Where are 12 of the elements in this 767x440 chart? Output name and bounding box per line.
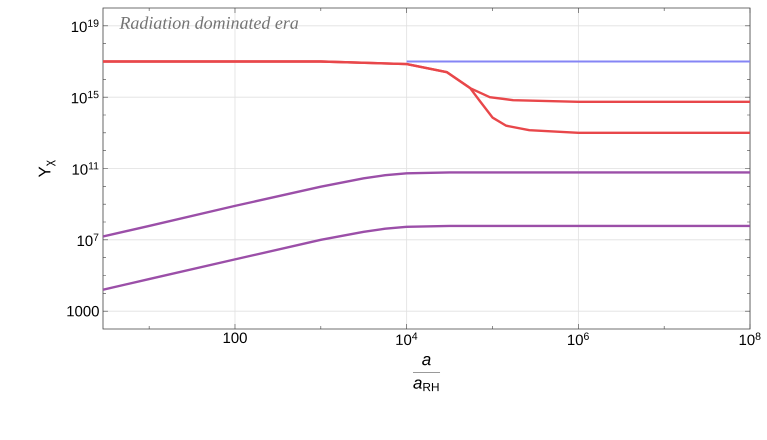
y-axis-title: Y$_{χ}$ — [38, 160, 56, 178]
x-tick-label: 100 — [224, 332, 247, 344]
y-tick-label: 10$^{11}$ — [72, 162, 98, 175]
x-tick-label: 10$^{4}$ — [396, 332, 418, 346]
x-tick-label: 10$^{6}$ — [568, 332, 589, 346]
x-axis-title: $\frac{\mathit{a}}{\mathit{a}_{\mathrm{RH}}}$ — [412, 356, 440, 392]
x-tick-label: 10$^{8}$ — [740, 332, 761, 346]
y-tick-label: 10$^{15}$ — [72, 90, 99, 104]
y-tick-label: 1000 — [67, 306, 99, 316]
y-tick-label: 10$^{19}$ — [72, 20, 98, 32]
y-tick-label: 10$^{7}$ — [78, 234, 98, 246]
annotation: Radiation dominated era — [119, 16, 298, 29]
